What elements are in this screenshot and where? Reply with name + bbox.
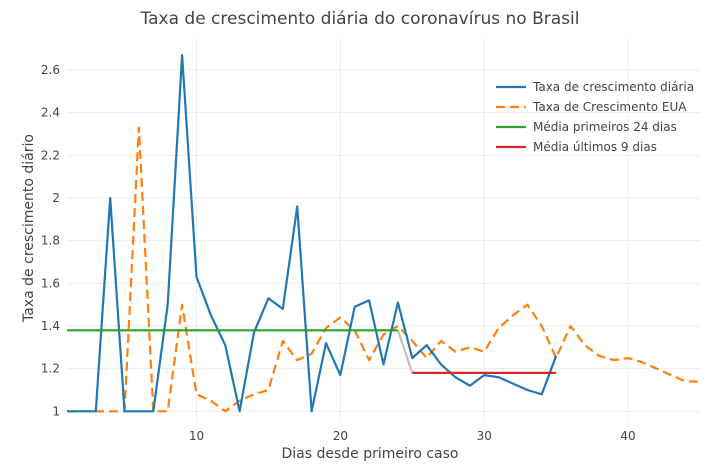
legend-label-3: Média primeiros 24 dias (533, 120, 677, 134)
plot-area (67, 53, 700, 413)
chart-title: Taxa de crescimento diária do coronavíru… (140, 9, 580, 29)
x-tick-label: 10 (189, 429, 204, 443)
x-axis-title: Dias desde primeiro caso (281, 446, 458, 462)
y-tick-label: 2.2 (41, 148, 60, 162)
y-tick-label: 1.2 (41, 362, 60, 376)
series-line-2 (67, 126, 700, 413)
series-line-1 (67, 53, 558, 413)
y-tick-label: 2.4 (41, 106, 60, 120)
x-tick-label: 40 (620, 429, 635, 443)
x-tick-label: 30 (477, 429, 492, 443)
legend-label-4: Média últimos 9 dias (533, 140, 657, 154)
average-connector-line (396, 329, 414, 374)
y-tick-label: 1.8 (41, 234, 60, 248)
legend-label-2: Taxa de Crescimento EUA (532, 100, 687, 114)
y-axis-ticks: 1 1.2 1.4 1.6 1.8 2 2.2 2.4 2.6 (41, 63, 60, 418)
y-tick-label: 2 (52, 191, 60, 205)
y-tick-label: 2.6 (41, 63, 60, 77)
y-tick-label: 1.6 (41, 276, 60, 290)
y-axis-title: Taxa de crescimento diário (21, 134, 37, 323)
legend: Taxa de crescimento diária Taxa de Cresci… (496, 80, 694, 154)
y-tick-label: 1.4 (41, 319, 60, 333)
y-tick-label: 1 (52, 404, 60, 418)
legend-label-1: Taxa de crescimento diária (532, 80, 694, 94)
x-tick-label: 20 (333, 429, 348, 443)
x-axis-ticks: 10 20 30 40 (189, 429, 636, 443)
